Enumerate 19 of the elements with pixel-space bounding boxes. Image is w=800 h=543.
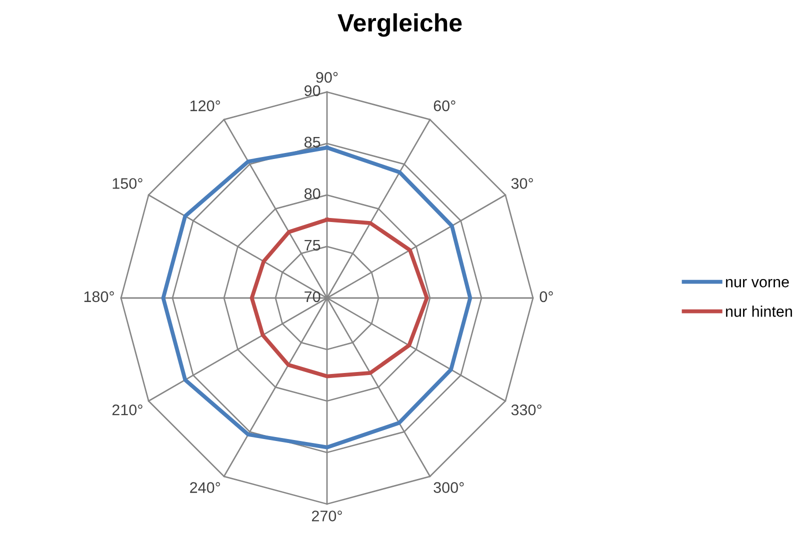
legend-label: nur hinten	[726, 306, 792, 317]
chart-title: Vergleiche	[338, 13, 462, 37]
spoke-label: 210°	[112, 404, 142, 416]
spoke-label: 180°	[84, 291, 114, 302]
spoke-label: 90°	[316, 72, 338, 83]
spoke-label: 330°	[511, 404, 542, 416]
spoke-label: 30°	[511, 178, 533, 189]
y-tick-label: 75	[304, 240, 320, 251]
spoke-label: 0°	[540, 291, 553, 302]
y-tick-label: 90	[304, 85, 320, 96]
spoke-label: 120°	[190, 100, 220, 112]
spoke-label: 60°	[434, 100, 456, 112]
spoke-label: 300°	[434, 482, 464, 493]
spoke-label: 240°	[190, 482, 220, 493]
spoke-label: 150°	[112, 178, 142, 189]
spoke-label: 270°	[312, 510, 342, 522]
y-tick-label: 85	[304, 136, 320, 148]
legend-label: nur vorne	[726, 278, 789, 288]
y-tick-label: 80	[304, 188, 320, 200]
